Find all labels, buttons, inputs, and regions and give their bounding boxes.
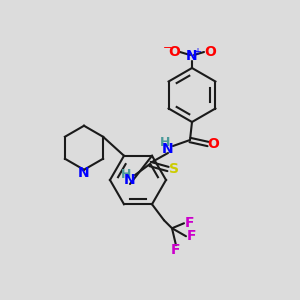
Text: +: + xyxy=(193,47,201,57)
Text: S: S xyxy=(169,162,179,176)
Text: F: F xyxy=(171,243,181,257)
Text: N: N xyxy=(186,49,198,63)
Text: N: N xyxy=(162,142,174,156)
Text: O: O xyxy=(207,137,219,151)
Text: H: H xyxy=(160,136,170,149)
Text: N: N xyxy=(78,166,90,180)
Text: −: − xyxy=(163,43,173,53)
Text: O: O xyxy=(168,45,180,59)
Text: F: F xyxy=(184,216,194,230)
Text: N: N xyxy=(124,173,136,187)
Text: F: F xyxy=(186,229,196,243)
Text: H: H xyxy=(121,167,131,181)
Text: O: O xyxy=(204,45,216,59)
